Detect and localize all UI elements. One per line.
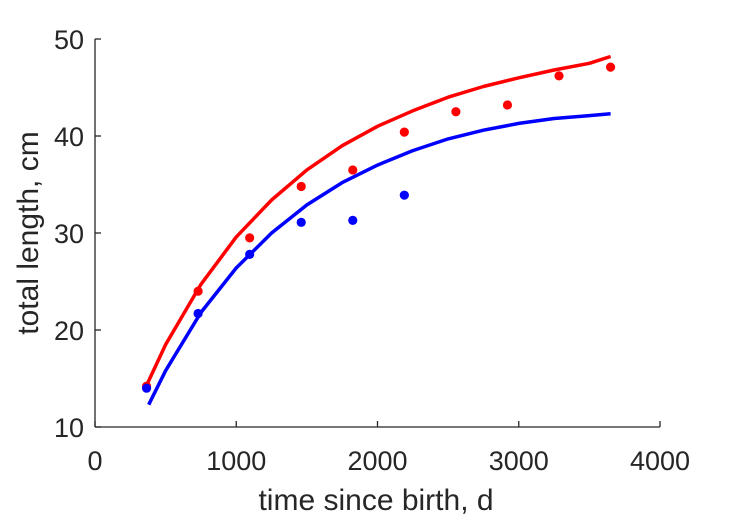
- y-tick-label: 20: [54, 316, 84, 346]
- data-point: [605, 62, 616, 72]
- plot-area: [141, 54, 616, 406]
- axes: [94, 39, 660, 428]
- data-point: [348, 165, 358, 175]
- y-tick-label: 30: [54, 219, 84, 249]
- data-point: [296, 217, 306, 227]
- x-tick-label: 0: [87, 446, 102, 476]
- y-tick-label: 10: [54, 413, 84, 443]
- data-point: [296, 181, 306, 192]
- data-point: [554, 71, 564, 81]
- data-point: [348, 215, 358, 225]
- data-point: [399, 127, 409, 137]
- x-tick-label: 1000: [206, 446, 266, 476]
- x-tick-label: 4000: [630, 446, 690, 476]
- y-ticks: 10 20 30 40 50: [54, 25, 101, 443]
- x-axis-label: time since birth, d: [258, 484, 493, 517]
- x-ticks: 0 1000 2000 3000 4000: [87, 421, 690, 476]
- data-point: [245, 249, 255, 259]
- data-point: [502, 100, 513, 110]
- y-tick-label: 50: [54, 25, 84, 55]
- data-point: [141, 383, 152, 393]
- y-tick-label: 40: [54, 122, 84, 152]
- fit-curve-3: [147, 111, 611, 406]
- data-point: [451, 107, 461, 117]
- data-point: [399, 190, 409, 200]
- fit-curve-2: [145, 54, 612, 387]
- data-point: [193, 286, 203, 296]
- y-axis-label: total length, cm: [12, 131, 45, 334]
- data-point: [193, 308, 203, 319]
- x-tick-label: 2000: [347, 446, 407, 476]
- data-point: [245, 233, 255, 243]
- x-tick-label: 3000: [489, 446, 549, 476]
